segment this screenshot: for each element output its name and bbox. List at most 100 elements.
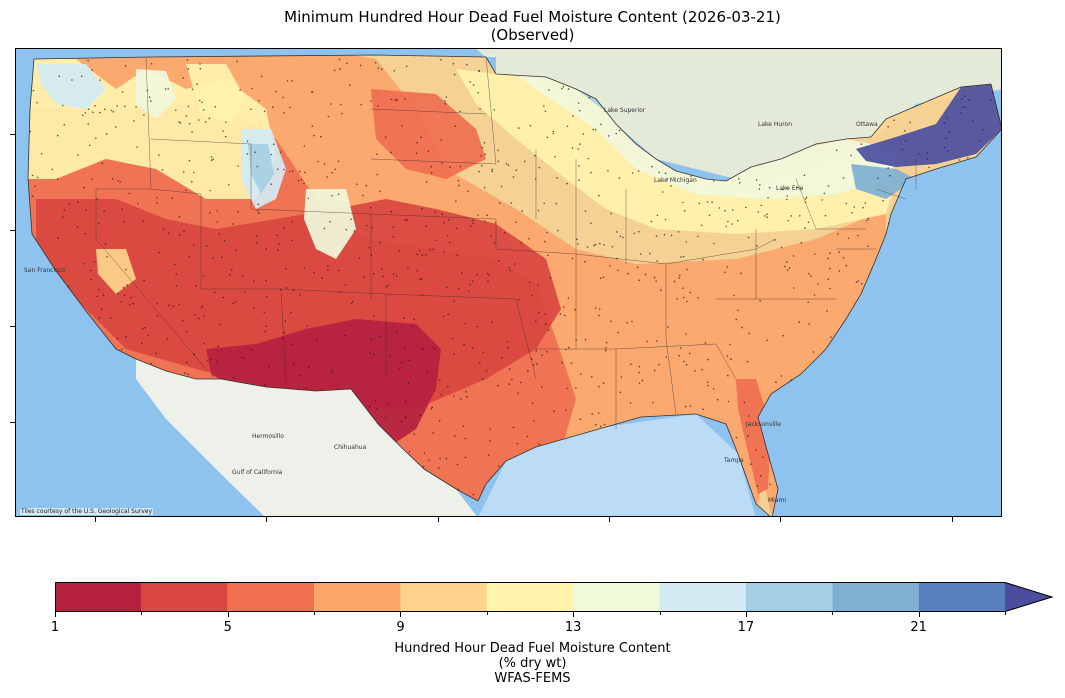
station-dot	[251, 87, 253, 90]
station-dot	[239, 89, 241, 91]
place-label: Lake Superior	[604, 107, 646, 114]
station-dot	[399, 367, 401, 370]
station-dot	[708, 214, 711, 216]
place-label: Hermosillo	[252, 433, 284, 440]
station-dot	[288, 170, 291, 173]
station-dot	[603, 423, 606, 426]
station-dot	[405, 65, 408, 68]
station-dot	[595, 423, 597, 426]
station-dot	[147, 334, 150, 337]
station-dot	[682, 296, 685, 299]
station-dot	[505, 162, 508, 165]
station-dot	[370, 338, 372, 340]
station-dot	[254, 151, 256, 153]
station-dot	[71, 79, 73, 81]
gulf-of-mexico	[478, 414, 756, 516]
station-dot	[123, 294, 126, 297]
station-dot	[356, 183, 358, 185]
map-title: Minimum Hundred Hour Dead Fuel Moisture …	[284, 8, 781, 26]
station-dot	[904, 130, 906, 132]
station-dot	[232, 223, 234, 225]
station-dot	[533, 420, 535, 422]
place-label: Jacksonville	[746, 421, 782, 428]
station-dot	[683, 360, 685, 363]
station-dot	[441, 162, 443, 164]
station-dot	[447, 313, 450, 316]
station-dot	[430, 172, 433, 174]
station-dot	[557, 229, 559, 232]
station-dot	[300, 178, 303, 181]
station-dot	[661, 191, 664, 193]
station-dot	[338, 269, 340, 272]
station-dot	[768, 186, 771, 189]
station-dot	[265, 280, 267, 282]
station-dot	[158, 154, 160, 156]
observation-stations	[29, 58, 994, 496]
station-dot	[511, 378, 513, 381]
station-dot	[434, 211, 437, 213]
station-dot	[419, 414, 422, 416]
station-dot	[578, 165, 580, 167]
station-dot	[93, 261, 96, 263]
station-dot	[968, 99, 971, 101]
station-dot	[838, 251, 840, 253]
station-dot	[36, 176, 39, 179]
colorbar-tick-mark	[314, 612, 316, 615]
station-dot	[724, 271, 726, 274]
station-dot	[241, 275, 244, 277]
station-dot	[346, 62, 348, 65]
station-dot	[567, 297, 570, 299]
station-dot	[94, 105, 96, 107]
station-dot	[377, 67, 380, 69]
station-dot	[491, 168, 494, 171]
station-dot	[56, 134, 59, 137]
station-dot	[477, 92, 479, 94]
station-dot	[298, 294, 301, 296]
colorbar-tick-label: 13	[564, 620, 582, 635]
station-dot	[599, 242, 601, 245]
station-dot	[471, 347, 474, 349]
station-dot	[686, 300, 688, 303]
station-dot	[651, 165, 653, 168]
place-label: San Francisco	[24, 267, 66, 274]
station-dot	[98, 317, 101, 319]
station-dot	[577, 148, 580, 150]
place-label: Lake Michigan	[654, 177, 697, 184]
station-dot	[330, 371, 333, 374]
colorbar-tick-label: 1	[50, 620, 60, 635]
station-dot	[256, 165, 258, 168]
station-dot	[677, 231, 680, 233]
station-dot	[960, 112, 962, 114]
station-dot	[427, 150, 430, 152]
station-dot	[455, 227, 458, 230]
station-dot	[34, 185, 37, 188]
moisture-zone	[736, 379, 771, 494]
station-dot	[633, 232, 636, 235]
station-dot	[530, 294, 533, 297]
station-dot	[291, 239, 293, 242]
station-dot	[534, 154, 536, 157]
station-dot	[200, 306, 203, 309]
station-dot	[760, 204, 762, 207]
station-dot	[297, 179, 300, 182]
station-dot	[484, 153, 487, 155]
station-dot	[697, 297, 699, 299]
station-dot	[246, 153, 249, 155]
station-dot	[315, 338, 318, 341]
station-dot	[799, 215, 801, 217]
station-dot	[292, 363, 295, 365]
station-dot	[260, 75, 263, 78]
colorbar-bin	[832, 582, 919, 612]
station-dot	[787, 219, 789, 222]
station-dot	[411, 325, 414, 328]
station-dot	[456, 254, 459, 257]
station-dot	[754, 449, 757, 451]
station-dot	[283, 331, 286, 334]
station-dot	[574, 308, 576, 311]
station-dot	[330, 103, 332, 105]
colorbar-source: WFAS-FEMS	[494, 671, 571, 686]
station-dot	[575, 339, 577, 341]
station-dot	[142, 220, 145, 222]
station-dot	[422, 465, 425, 468]
station-dot	[632, 172, 634, 174]
